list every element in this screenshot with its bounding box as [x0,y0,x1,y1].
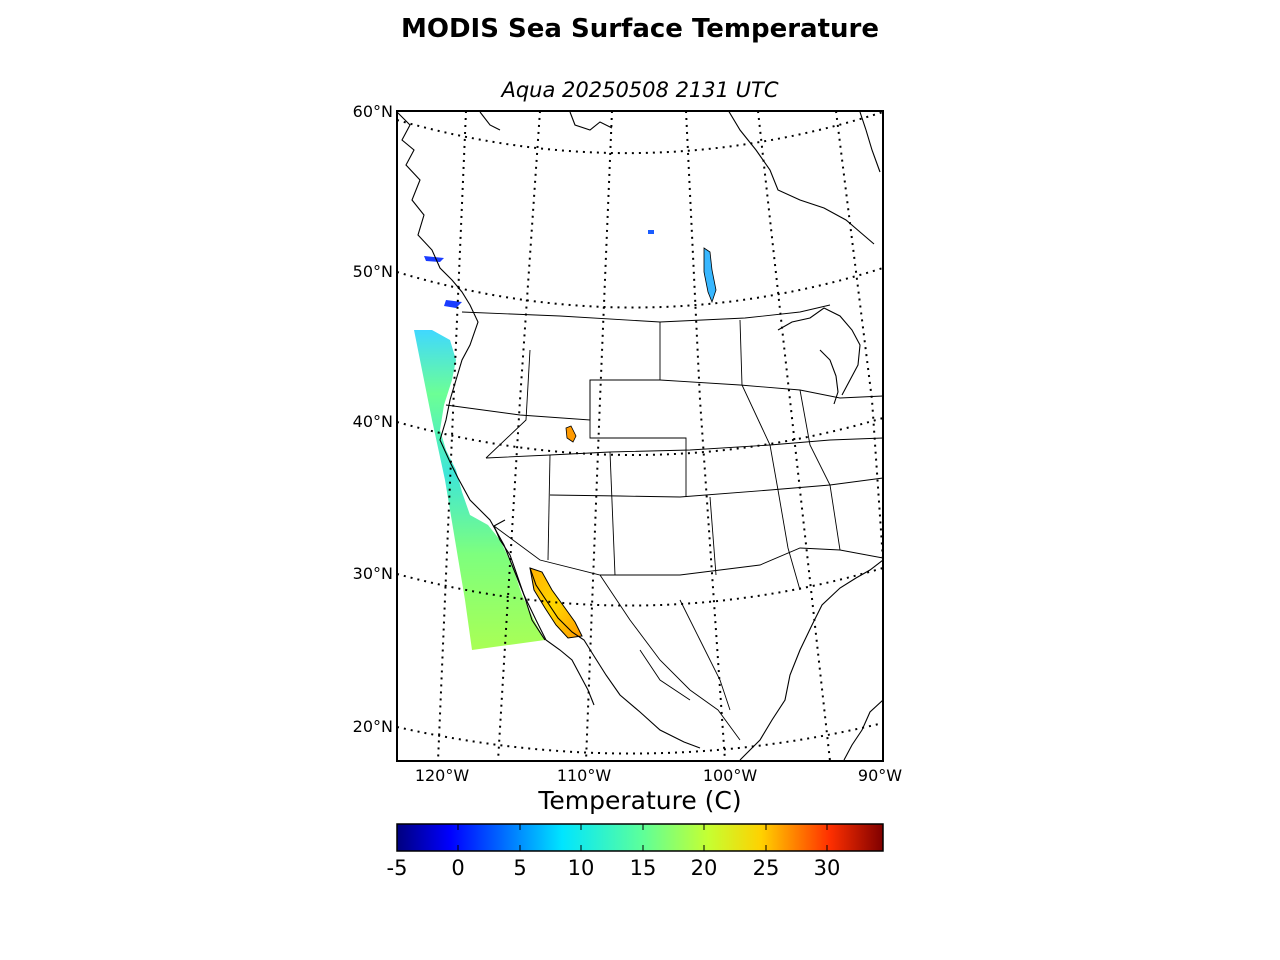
coastlines [397,111,883,761]
lat-label-60: 60°N [352,102,393,121]
colorbar-tick: 5 [513,856,527,880]
sst-salish-sea-2 [444,300,462,308]
colorbar-tick: 0 [451,856,465,880]
map-content [397,111,883,761]
chart-subtitle: Aqua 20250508 2131 UTC [501,78,779,102]
map-frame [396,110,884,762]
sst-lake-small [648,230,654,234]
lat-label-30: 30°N [352,564,393,583]
latitude-gridlines [397,111,883,755]
lon-label-120w: 120°W [414,766,470,785]
lon-label-90w: 90°W [857,766,903,785]
colorbar-tick: 10 [567,856,595,880]
chart-title: MODIS Sea Surface Temperature [401,14,879,44]
colorbar-tick: 30 [813,856,841,880]
sst-great-salt-lake [565,425,577,443]
sst-swath-pacific [414,330,545,650]
longitude-gridlines [437,111,883,761]
lon-label-110w: 110°W [556,766,612,785]
state-borders [445,304,883,741]
lon-label-100w: 100°W [702,766,758,785]
lat-label-20: 20°N [352,717,393,736]
colorbar-label: Temperature (C) [538,786,742,815]
colorbar-tick: 25 [752,856,780,880]
colorbar-tick: 15 [629,856,657,880]
sst-lake-winnipeg [703,247,717,304]
colorbar-tick: 20 [690,856,718,880]
sst-salish-sea [424,256,444,262]
colorbar [396,823,884,852]
colorbar-tick: -5 [386,856,408,880]
lat-label-50: 50°N [352,262,393,281]
colorbar-ticks [457,824,828,851]
lat-label-40: 40°N [352,412,393,431]
